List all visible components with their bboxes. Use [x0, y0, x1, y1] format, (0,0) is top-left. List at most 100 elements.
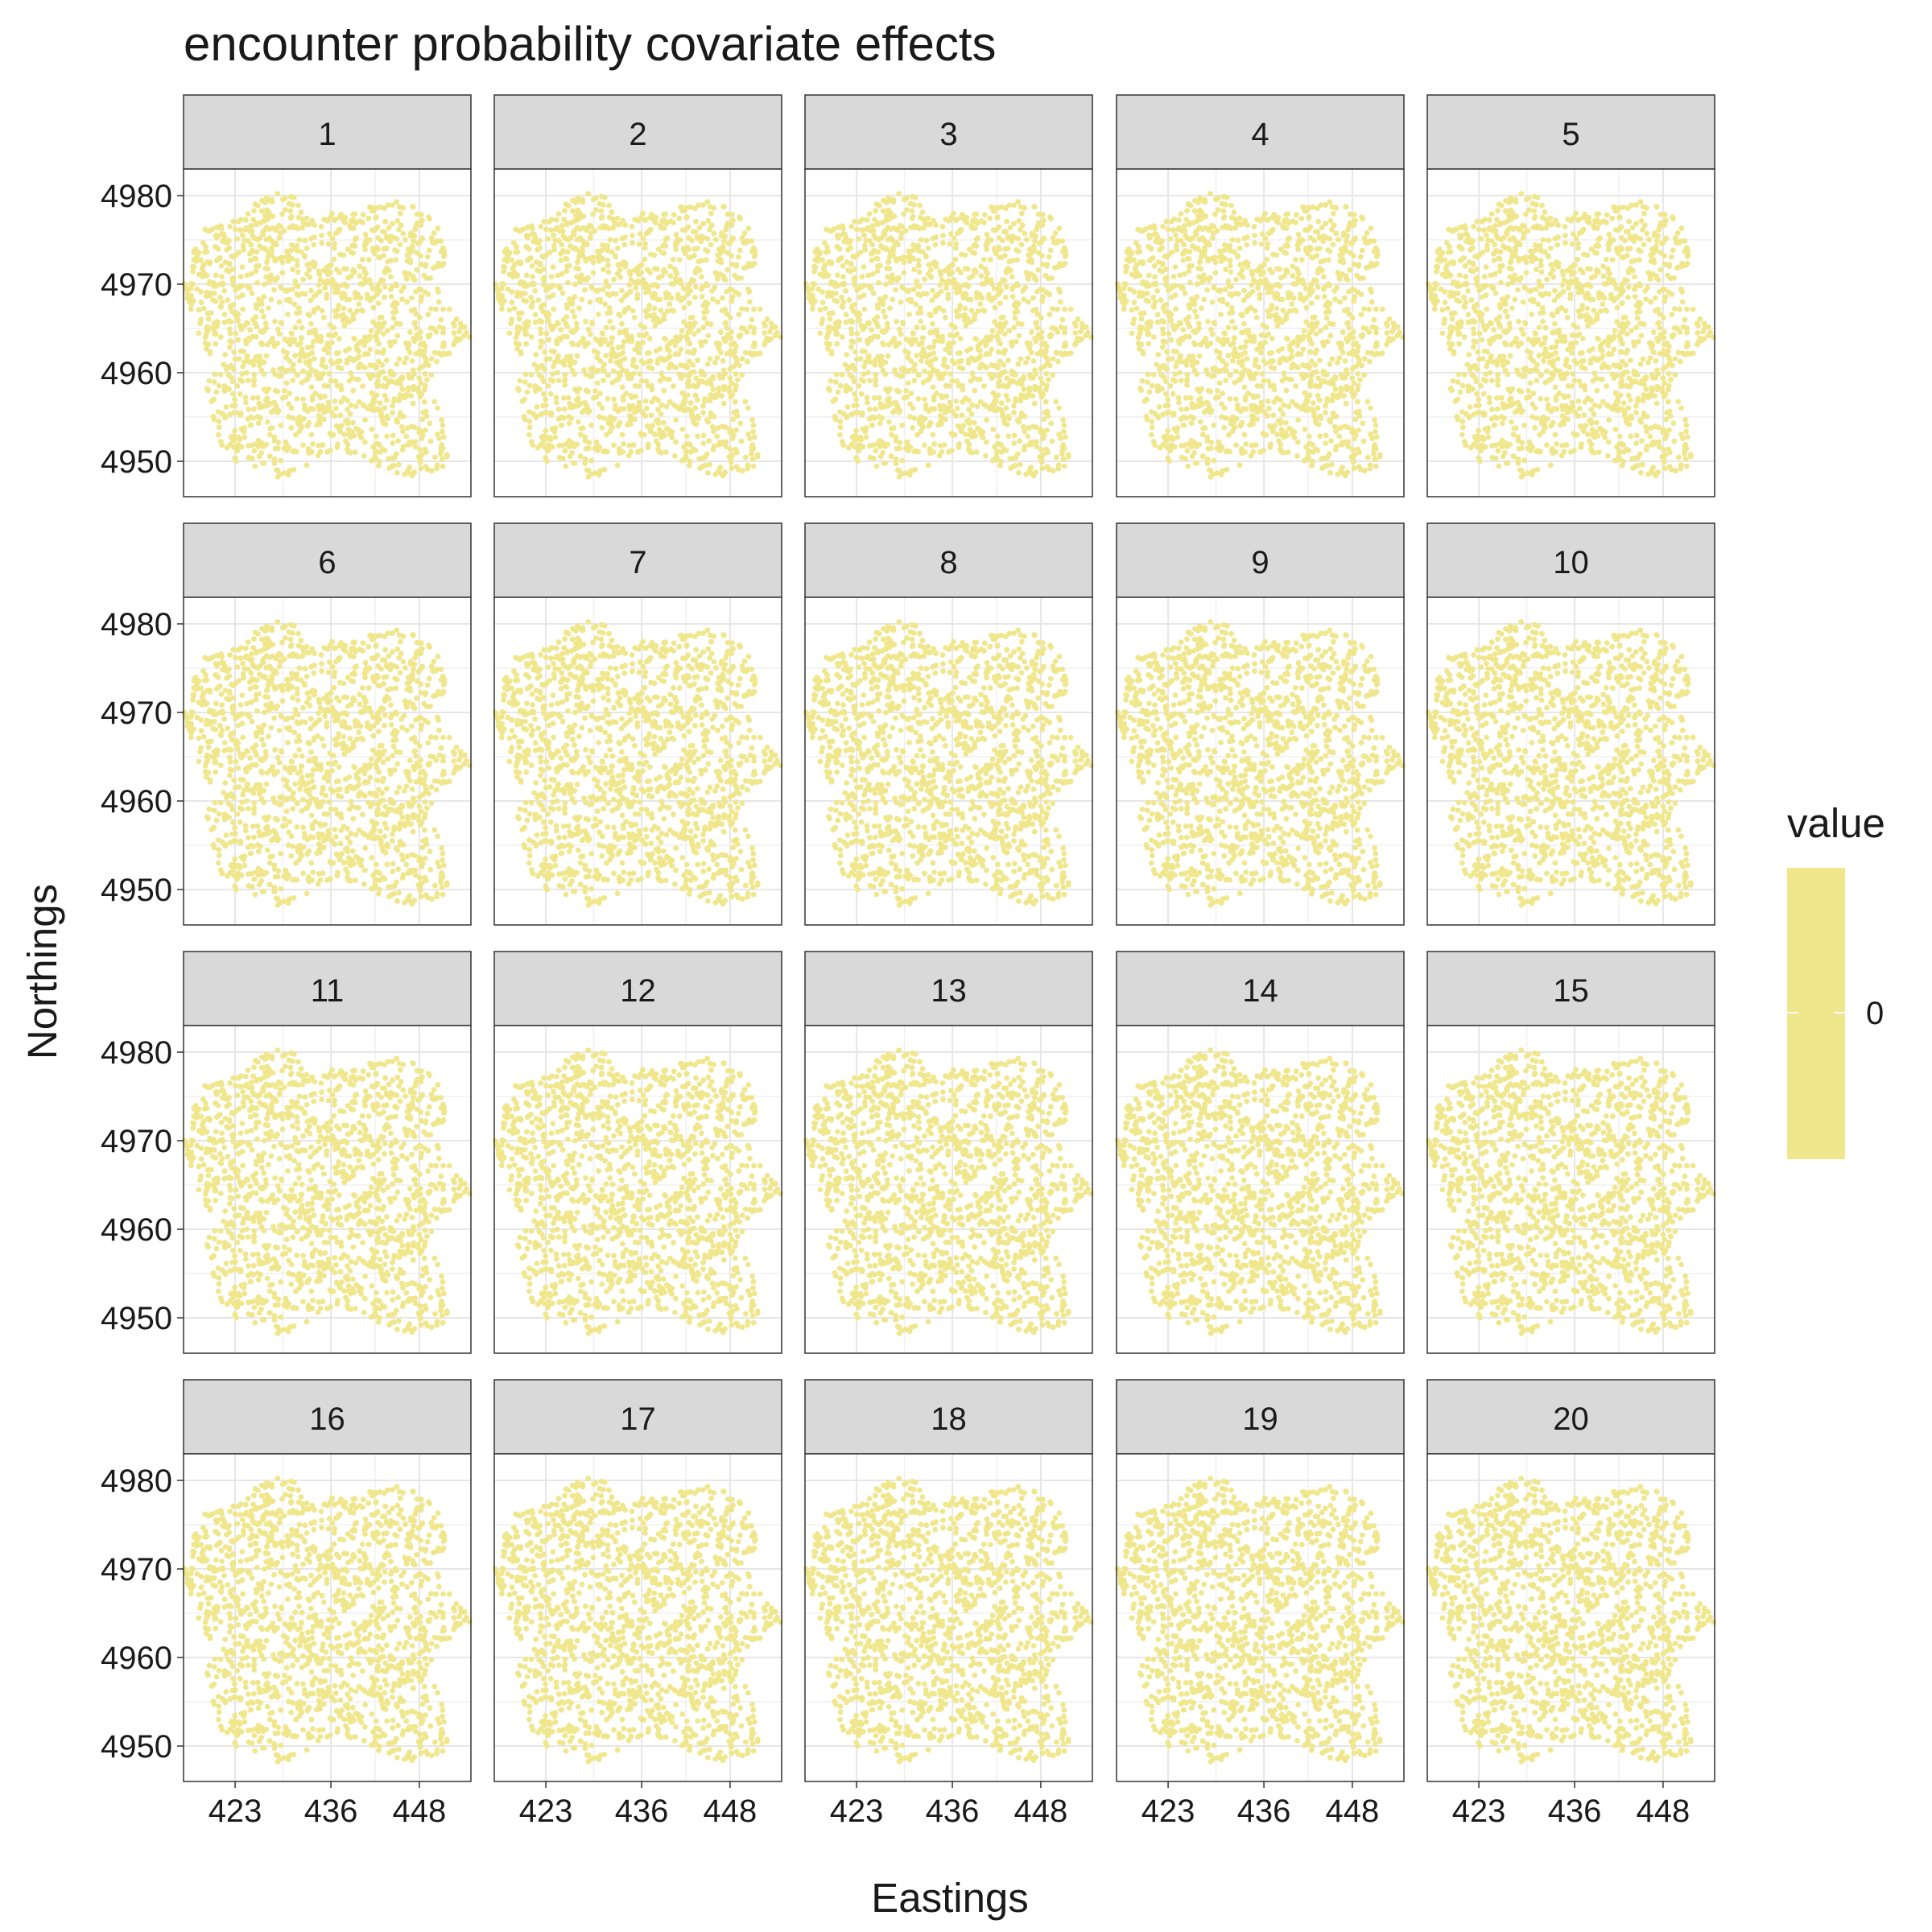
data-point — [529, 223, 535, 229]
data-point — [828, 378, 834, 384]
data-point — [819, 316, 826, 323]
data-point — [431, 454, 438, 460]
data-point — [215, 409, 221, 415]
data-point — [526, 431, 532, 438]
data-point — [317, 448, 324, 455]
data-point — [1050, 306, 1055, 312]
data-point — [215, 246, 221, 252]
data-point — [248, 270, 254, 277]
data-point — [528, 294, 534, 300]
data-point — [374, 224, 381, 230]
data-point — [407, 375, 412, 381]
data-point — [212, 371, 218, 378]
data-point — [642, 398, 649, 404]
data-point — [244, 369, 250, 376]
data-point — [931, 441, 937, 447]
data-point — [1026, 387, 1033, 394]
data-point — [339, 423, 345, 428]
data-point — [543, 396, 548, 402]
data-point — [710, 386, 716, 392]
data-point — [869, 270, 876, 277]
data-point — [620, 397, 626, 403]
data-point — [204, 331, 209, 337]
data-point — [912, 338, 918, 345]
data-point — [880, 340, 886, 346]
data-point — [621, 356, 628, 361]
data-point — [865, 320, 871, 326]
data-point — [236, 356, 242, 361]
data-point — [885, 441, 891, 448]
data-point — [1220, 390, 1226, 397]
data-point — [312, 327, 319, 333]
data-point — [240, 306, 246, 312]
data-point — [276, 235, 283, 242]
data-point — [300, 442, 306, 448]
data-point — [702, 454, 708, 460]
data-point — [509, 257, 515, 263]
data-point — [422, 371, 428, 377]
data-point — [520, 226, 526, 232]
data-point — [861, 264, 867, 270]
data-point — [298, 335, 304, 341]
data-point — [1001, 331, 1008, 337]
data-point — [388, 287, 394, 292]
data-point — [438, 238, 444, 244]
data-point — [630, 357, 637, 362]
data-point — [890, 272, 895, 279]
data-point — [578, 426, 584, 431]
data-point — [643, 405, 650, 411]
data-point — [1030, 358, 1037, 364]
data-point — [1001, 419, 1007, 425]
data-point — [704, 236, 711, 242]
data-point — [673, 417, 679, 423]
data-point — [602, 301, 609, 308]
data-point — [822, 269, 828, 275]
data-point — [255, 444, 262, 450]
data-point — [384, 397, 390, 403]
data-point — [410, 273, 416, 279]
data-point — [409, 358, 415, 364]
data-point — [687, 320, 693, 327]
data-point — [411, 383, 416, 390]
data-point — [1400, 334, 1406, 341]
data-point — [605, 258, 611, 263]
data-point — [1011, 221, 1017, 227]
data-point — [974, 403, 980, 410]
data-point — [681, 407, 687, 414]
data-point — [720, 273, 727, 279]
data-point — [899, 423, 906, 428]
data-point — [996, 224, 1002, 230]
data-point — [553, 217, 559, 223]
data-point — [679, 328, 685, 334]
data-point — [383, 383, 390, 390]
data-point — [398, 288, 405, 294]
data-point — [606, 202, 612, 208]
data-point — [548, 348, 555, 354]
data-point — [873, 377, 879, 382]
data-point — [531, 361, 538, 368]
data-point — [412, 226, 419, 233]
data-point — [866, 211, 873, 217]
data-point — [1076, 337, 1083, 344]
data-point — [382, 375, 389, 382]
data-point — [1228, 202, 1234, 208]
data-point — [582, 434, 588, 440]
data-point — [192, 246, 199, 252]
data-point — [563, 320, 569, 327]
data-point — [1034, 324, 1041, 331]
data-point — [411, 424, 418, 431]
data-point — [234, 383, 241, 389]
data-point — [263, 353, 270, 359]
data-point — [294, 396, 300, 402]
data-point — [374, 381, 380, 386]
data-point — [962, 252, 968, 258]
data-point — [836, 246, 843, 252]
data-point — [872, 415, 877, 421]
data-point — [244, 320, 250, 326]
data-point — [611, 442, 617, 448]
data-point — [569, 450, 575, 456]
data-point — [914, 279, 920, 284]
data-point — [410, 204, 416, 210]
data-point — [1013, 454, 1019, 460]
data-point — [747, 324, 753, 330]
